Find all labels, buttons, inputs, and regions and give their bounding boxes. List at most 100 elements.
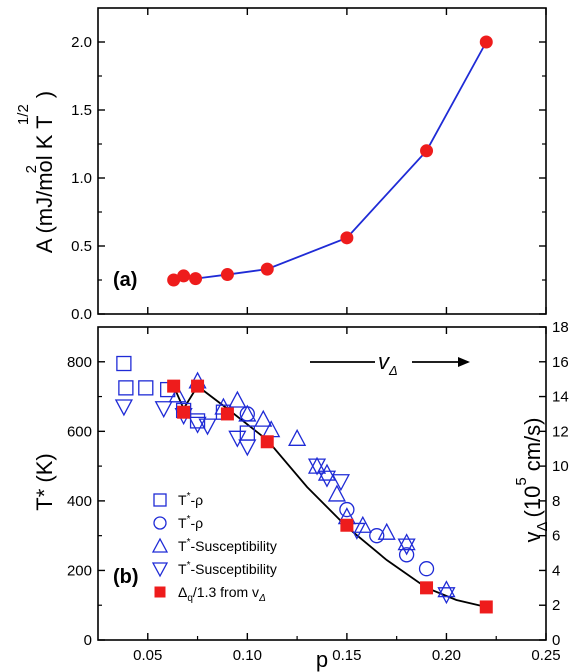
triangle-down-open-point <box>307 458 327 476</box>
svg-text:T* (K): T* (K) <box>32 453 57 510</box>
legend-marker-triangle-up-open <box>151 537 169 553</box>
legend-entry-1: T*-ρ <box>178 491 203 508</box>
triangle-down-open-point <box>331 474 350 492</box>
filled-square-point <box>420 581 434 595</box>
top-y-ticks: 0.0 0.5 1.0 1.5 2.0 <box>71 34 546 323</box>
top-y-tick-label: 0.5 <box>71 238 92 255</box>
bottom-y-ticks: 0 200 400 600 800 <box>67 354 105 649</box>
triangle-up-open-point <box>327 484 347 502</box>
filled-square-point <box>177 405 191 419</box>
bottom-y2-tick-label: 8 <box>552 493 560 510</box>
top-panel: 0.0 0.5 1.0 1.5 2.0 (a) A (mJ/mol K T2 1/2) <box>15 7 547 323</box>
bottom-y2-tick-label: 14 <box>552 389 569 406</box>
legend: T*-ρ T*-ρ T*-Susceptibility T*-Susceptibili… <box>151 491 277 604</box>
bottom-x-tick-label: 0.15 <box>332 647 361 664</box>
triangle-up-open-point <box>288 428 307 446</box>
bottom-y-tick-label: 400 <box>67 493 92 510</box>
bottom-data-points <box>114 355 493 614</box>
top-data-point <box>420 144 434 158</box>
triangle-up-open-point <box>397 533 416 551</box>
bottom-y2-ticks: 0 2 4 6 8 10 12 14 16 18 <box>539 319 569 649</box>
circle-open-point <box>418 561 435 577</box>
top-y-tick-label: 1.5 <box>71 102 92 119</box>
square-open-point <box>138 380 154 396</box>
x-axis-label: p <box>316 647 328 672</box>
triangle-down-open-point <box>437 587 456 605</box>
top-y-tick-label: 2.0 <box>71 34 92 51</box>
top-ylabel-close: ) <box>32 91 57 98</box>
triangle-down-open-point <box>317 470 337 488</box>
bottom-x-tick-label: 0.20 <box>432 647 461 664</box>
svg-text:A (mJ/mol K T21/2): A (mJ/mol K T2 1/2) <box>15 91 57 253</box>
square-open-point <box>118 380 134 396</box>
top-y-axis-label: A (mJ/mol K T2 1/2) <box>15 91 57 253</box>
bottom-y-tick-label: 200 <box>67 562 92 579</box>
triangle-up-open-point <box>437 580 456 598</box>
y2label-main: v <box>520 531 545 542</box>
top-panel-label: (a) <box>113 269 137 291</box>
triangle-down-open-point <box>397 538 416 556</box>
bottom-y2-tick-label: 6 <box>552 528 560 545</box>
top-data-points <box>167 35 493 287</box>
circle-open-point <box>398 547 415 563</box>
filled-square-point <box>340 518 354 532</box>
arrow-head-icon <box>458 357 470 367</box>
y2label-unit: cm/s) <box>520 418 545 472</box>
legend-entry-2: T*-ρ <box>178 514 203 531</box>
triangle-up-open-point <box>353 515 372 533</box>
square-open-point <box>189 413 206 429</box>
bottom-x-tick-label: 0.05 <box>133 647 162 664</box>
bottom-y2-tick-label: 12 <box>552 423 569 440</box>
top-x-ticks <box>147 8 547 314</box>
circle-open-point <box>369 528 385 544</box>
triangle-up-open-point <box>168 385 187 403</box>
triangle-up-open-point <box>238 404 257 422</box>
svg-text:vΔ(105cm/s): vΔ (105 cm/s) <box>513 418 551 543</box>
top-data-point <box>220 268 234 282</box>
bottom-x-tick-label: 0.25 <box>531 647 560 664</box>
bottom-y2-tick-label: 18 <box>552 319 569 336</box>
annotation-label: vΔ <box>378 349 398 378</box>
triangle-up-open-point <box>262 420 281 438</box>
bottom-y2-tick-label: 2 <box>552 597 560 614</box>
fit-line <box>172 384 487 608</box>
legend-entry-4: T*-Susceptibility <box>178 560 277 577</box>
bottom-y-tick-label: 0 <box>84 632 92 649</box>
top-data-point <box>479 35 493 49</box>
bottom-y-tick-label: 600 <box>67 423 92 440</box>
bottom-y-axis-label: T* (K) <box>32 453 57 510</box>
bottom-panel-label: (b) <box>113 566 139 588</box>
square-open-point <box>116 355 132 372</box>
legend-entry-5: Δq/1.3 from vΔ <box>178 584 266 604</box>
top-data-point <box>167 273 181 287</box>
legend-marker-square-open <box>153 493 167 507</box>
bottom-y2-tick-label: 16 <box>552 354 569 371</box>
y2label-paren: (10 <box>520 486 545 518</box>
right-y-axis-label: vΔ (105 cm/s) <box>513 418 551 543</box>
legend-marker-square-filled <box>154 586 166 598</box>
triangle-down-open-point <box>228 430 247 448</box>
bottom-plot-frame <box>97 326 547 641</box>
top-data-point <box>340 231 354 245</box>
y2label-sup: 5 <box>513 477 530 485</box>
filled-square-point <box>220 407 234 421</box>
triangle-down-open-point <box>188 416 207 434</box>
triangle-up-open-point <box>317 463 337 481</box>
y2label-sub: Δ <box>534 521 551 531</box>
top-y-tick-label: 0.0 <box>71 306 92 323</box>
triangle-up-open-point <box>254 409 273 427</box>
triangle-up-open-point <box>377 522 396 540</box>
top-data-point <box>177 269 191 283</box>
legend-marker-triangle-down-open <box>151 562 169 578</box>
triangle-down-open-point <box>238 439 257 457</box>
triangle-up-open-point <box>228 390 247 408</box>
legend-marker-circle-open <box>153 516 167 530</box>
filled-square-point <box>167 379 181 393</box>
legend-entry-3: T*-Susceptibility <box>178 537 277 554</box>
bottom-y2-tick-label: 0 <box>552 632 560 649</box>
filled-square-point <box>191 379 205 393</box>
v-delta-annotation: vΔ <box>310 349 470 378</box>
circle-open-point <box>339 501 355 518</box>
top-plot-frame <box>97 7 547 315</box>
